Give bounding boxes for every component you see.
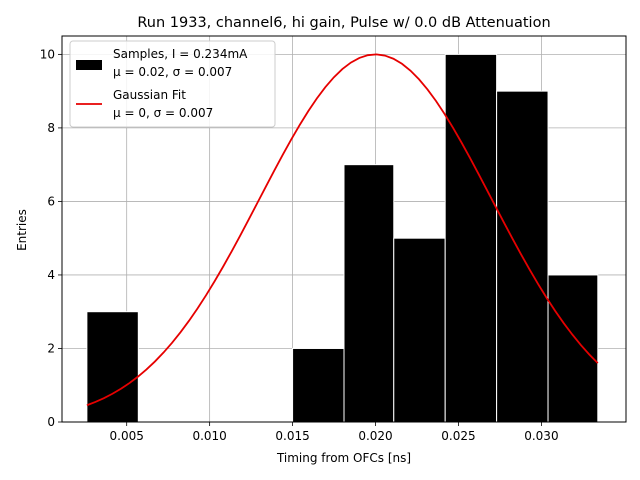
histogram-bar [444,53,498,423]
legend: Samples, I = 0.234mA μ = 0.02, σ = 0.007… [69,40,276,128]
chart-title: Run 1933, channel6, hi gain, Pulse w/ 0.… [137,15,550,31]
y-axis-label: Entries [15,209,29,251]
legend-fit-label: Gaussian Fit [113,88,186,102]
x-tick-label: 0.010 [192,429,226,443]
plot-frame [61,35,627,423]
gaussian-fit-curve [86,53,599,407]
x-tick-label: 0.030 [524,429,558,443]
x-tick-label: 0.005 [110,429,144,443]
legend-fit-stats: μ = 0, σ = 0.007 [113,106,213,120]
gaussian-fit-layer [86,53,599,407]
x-tick-label: 0.025 [441,429,475,443]
histogram-bars [86,53,599,423]
y-tick-label: 8 [47,121,55,135]
y-tick-label: 2 [47,341,55,355]
y-tick-label: 6 [47,194,55,208]
histogram-bar [292,347,345,423]
y-tick-label: 4 [47,268,55,282]
histogram-bar [86,311,139,423]
axis-ticks: 0.005 0.010 0.015 0.020 0.025 0.030 0 2 4 6 8 10 [40,47,559,443]
x-axis-label: Timing from OFCs [ns] [276,451,411,465]
legend-samples-swatch [76,60,102,70]
y-tick-label: 10 [40,47,55,61]
y-tick-label: 0 [47,415,55,429]
histogram-bar [547,274,599,423]
histogram-bar [343,164,395,423]
x-tick-label: 0.020 [358,429,392,443]
legend-samples-stats: μ = 0.02, σ = 0.007 [113,65,232,79]
legend-samples-label: Samples, I = 0.234mA [113,47,248,61]
histogram-bar [393,237,446,423]
legend-box [69,40,276,128]
x-tick-label: 0.015 [275,429,309,443]
